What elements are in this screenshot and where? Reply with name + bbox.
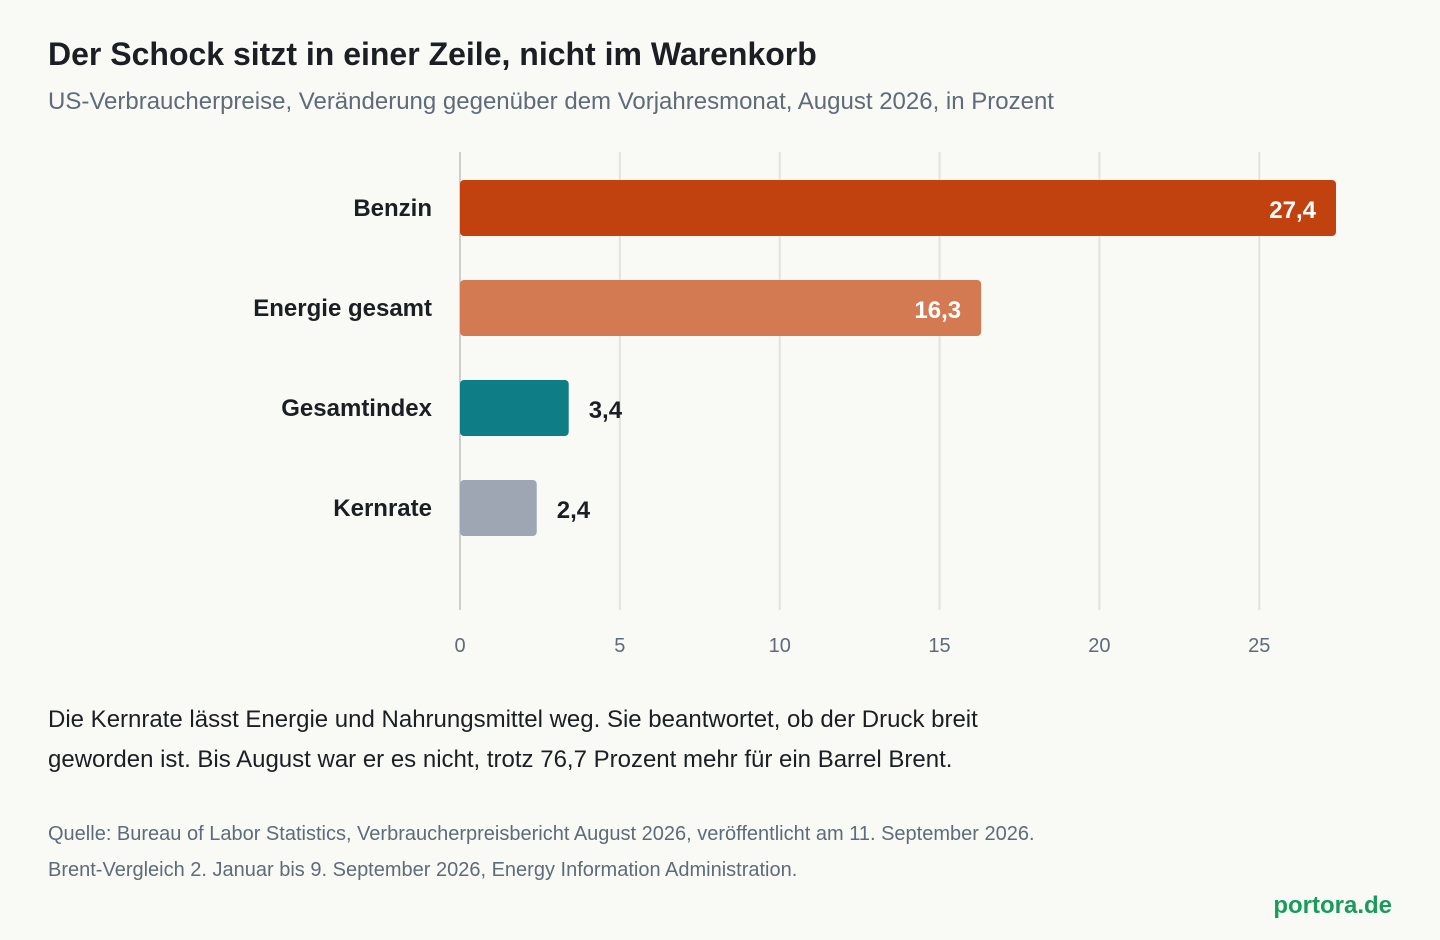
bar-4: [460, 480, 537, 536]
brand-logo: portora.de: [1273, 892, 1392, 919]
category-label-1: Benzin: [353, 195, 432, 222]
chart-note: Die Kernrate lässt Energie und Nahrungsm…: [48, 700, 1128, 780]
bars: [460, 180, 1336, 536]
x-tick-label-25: 25: [1248, 635, 1270, 657]
x-tick-label-5: 5: [614, 635, 625, 657]
value-label-1: 27,4: [1269, 197, 1316, 224]
source-note: Quelle: Bureau of Labor Statistics, Verb…: [48, 816, 1348, 888]
bar-3: [460, 380, 569, 436]
chart-subtitle: US-Verbraucherpreise, Veränderung gegenü…: [48, 88, 1054, 115]
x-tick-label-15: 15: [928, 635, 950, 657]
source-line-2: Brent-Vergleich 2. Januar bis 9. Septemb…: [48, 859, 798, 881]
source-line-1: Quelle: Bureau of Labor Statistics, Verb…: [48, 823, 1035, 845]
note-line-1: Die Kernrate lässt Energie und Nahrungsm…: [48, 706, 978, 733]
x-tick-label-10: 10: [769, 635, 791, 657]
bar-2: [460, 280, 982, 336]
category-label-4: Kernrate: [333, 495, 432, 522]
category-label-3: Gesamtindex: [281, 395, 432, 422]
chart-title: Der Schock sitzt in einer Zeile, nicht i…: [48, 36, 817, 72]
value-label-4: 2,4: [557, 497, 591, 524]
bar-chart: 0 5 10 15 20 25 Benzin 27,4 Energie gesamt 16,3 Ge…: [253, 152, 1336, 657]
x-tick-label-0: 0: [454, 635, 465, 657]
x-tick-label-20: 20: [1088, 635, 1110, 657]
value-label-3: 3,4: [589, 397, 623, 424]
value-label-2: 16,3: [914, 297, 961, 324]
category-label-2: Energie gesamt: [253, 295, 432, 322]
labels: 0 5 10 15 20 25 Benzin 27,4 Energie gesamt 16,3 Ge…: [253, 195, 1316, 657]
note-line-2: geworden ist. Bis August war er es nicht…: [48, 746, 953, 773]
bar-1: [460, 180, 1336, 236]
